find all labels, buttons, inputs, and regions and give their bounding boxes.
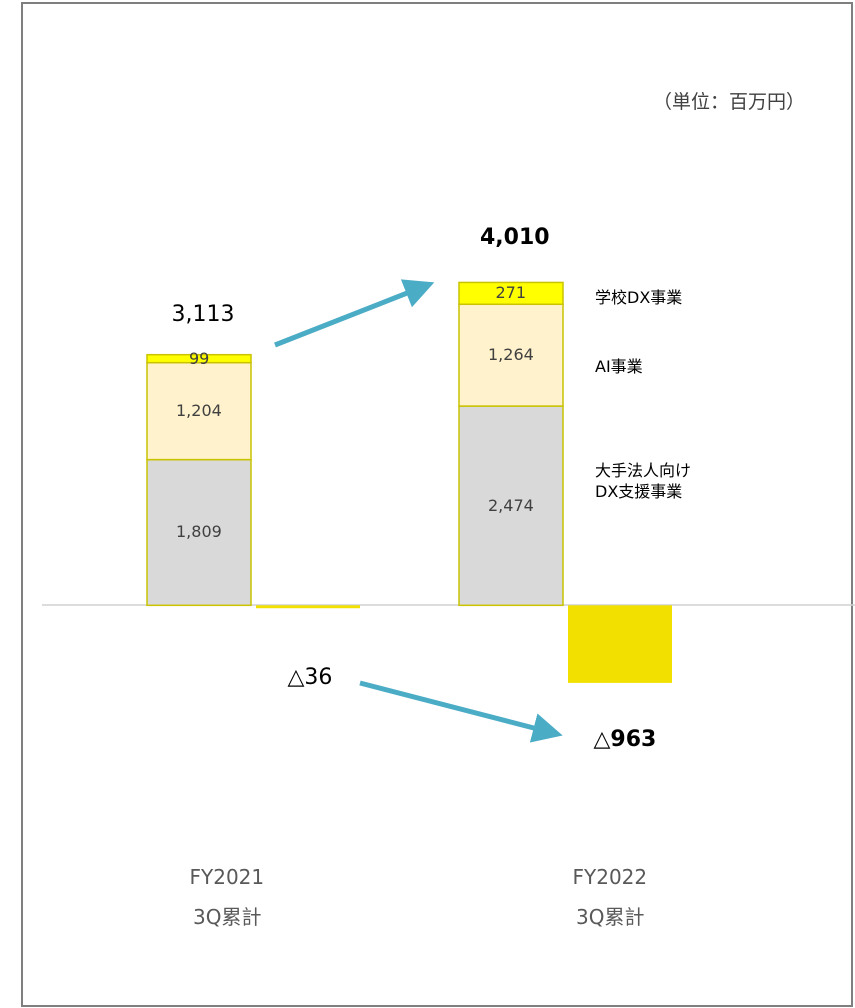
bar-segment [146,353,252,364]
x-tick-label: FY2022 [572,864,648,889]
loss-label: △36 [287,665,333,690]
bar-segment [458,405,564,607]
frame [21,2,853,1007]
x-tick-label: FY2021 [189,864,265,889]
loss-bar [568,605,672,683]
segment-label: 2,474 [488,495,534,515]
bar-segment [458,303,564,407]
legend-label: 学校DX事業 [595,288,683,307]
loss-bar [256,605,360,609]
x-tick-sublabel: 3Q累計 [576,904,645,929]
bar-segment [458,281,564,306]
arrow [359,680,563,743]
total-label: 3,113 [171,302,235,327]
legend-label: AI事業 [595,357,643,376]
legend-label: 大手法人向け DX支援事業 [595,460,692,502]
segment-label: 1,264 [488,345,534,365]
segment-label: 99 [189,348,210,368]
total-label: 4,010 [480,225,550,250]
segment-label: 1,809 [176,522,222,542]
unit-label: （単位：百万円） [653,91,806,113]
x-tick-sublabel: 3Q累計 [193,904,262,929]
segment-label: 271 [495,283,527,303]
arrow [274,279,435,348]
bar-segment [146,361,252,461]
segment-label: 1,204 [176,401,222,421]
loss-label: △963 [593,727,657,752]
bar-segment [146,458,252,607]
